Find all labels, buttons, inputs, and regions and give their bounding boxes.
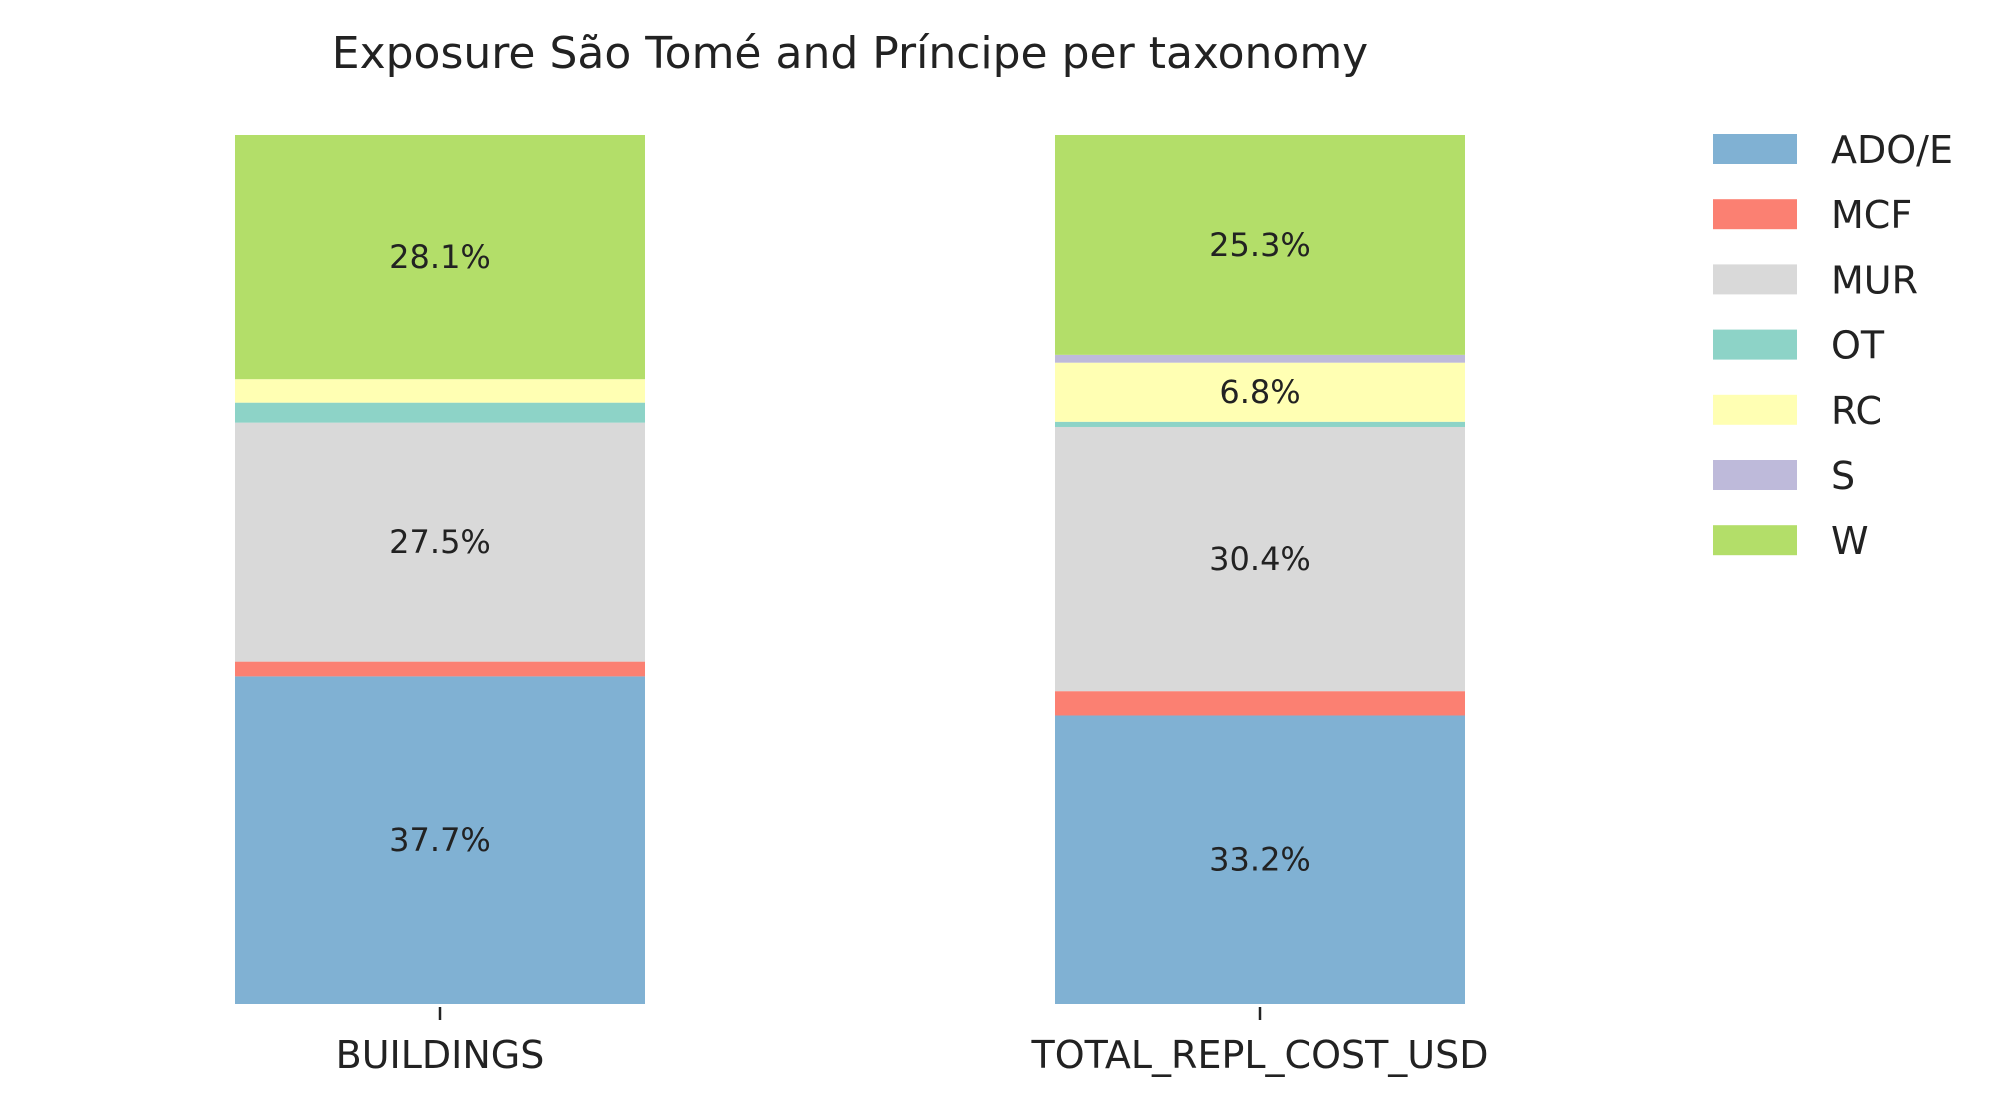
data-label-total-repl-cost-usd-mur: 30.4% — [1209, 540, 1311, 578]
bar-segment-buildings-mcf — [235, 661, 645, 677]
legend-swatch-ado-e — [1713, 134, 1797, 164]
legend-label-ot: OT — [1831, 324, 1885, 368]
data-label-buildings-w: 28.1% — [389, 238, 491, 276]
bar-segment-total-repl-cost-usd-ado-e — [1055, 715, 1465, 1004]
x-axis: BUILDINGS TOTAL_REPL_COST_USD — [336, 1007, 1489, 1077]
bar-segment-buildings-ot — [235, 402, 645, 423]
bar-segment-buildings-rc — [235, 379, 645, 403]
data-label-total-repl-cost-usd-w: 25.3% — [1209, 226, 1311, 264]
legend-label-ado-e: ADO/E — [1831, 128, 1953, 172]
legend-label-mcf: MCF — [1831, 193, 1912, 237]
data-label-total-repl-cost-usd-ado-e: 33.2% — [1209, 841, 1311, 879]
legend-swatch-rc — [1713, 394, 1797, 425]
bars-group — [235, 135, 1465, 1004]
x-tick-label-total-repl-cost-usd: TOTAL_REPL_COST_USD — [1030, 1033, 1488, 1077]
legend-label-rc: RC — [1831, 389, 1882, 433]
x-tick-label-buildings: BUILDINGS — [336, 1033, 545, 1077]
bar-segment-buildings-ado-e — [235, 676, 645, 1004]
legend-swatch-ot — [1713, 329, 1797, 360]
bar-segment-total-repl-cost-usd-s — [1055, 354, 1465, 363]
segment-labels: 37.7% 27.5% 28.1% 33.2% 30.4% 6.8% 25.3% — [389, 226, 1311, 879]
bar-segment-buildings-mur — [235, 422, 645, 662]
data-label-buildings-mur: 27.5% — [389, 523, 491, 561]
bar-segment-total-repl-cost-usd-rc — [1055, 362, 1465, 422]
data-label-buildings-ado-e: 37.7% — [389, 821, 491, 859]
chart-title: Exposure São Tomé and Príncipe per taxon… — [332, 28, 1368, 79]
legend-label-w: W — [1831, 519, 1869, 563]
legend: ADO/E MCF MUR OT RC SW — [1713, 128, 1953, 563]
legend-swatch-s — [1713, 460, 1797, 490]
data-label-total-repl-cost-usd-rc: 6.8% — [1219, 373, 1300, 411]
legend-label-s: S — [1831, 454, 1855, 498]
bar-segment-total-repl-cost-usd-mur — [1055, 426, 1465, 692]
legend-swatch-mcf — [1713, 199, 1797, 230]
bar-segment-buildings-w — [235, 135, 645, 380]
legend-swatch-w — [1713, 525, 1797, 556]
bar-segment-total-repl-cost-usd-w — [1055, 135, 1465, 355]
bar-segment-total-repl-cost-usd-mcf — [1055, 691, 1465, 716]
bar-segment-total-repl-cost-usd-ot — [1055, 421, 1465, 427]
legend-swatch-mur — [1713, 264, 1797, 295]
legend-label-mur: MUR — [1831, 258, 1918, 302]
